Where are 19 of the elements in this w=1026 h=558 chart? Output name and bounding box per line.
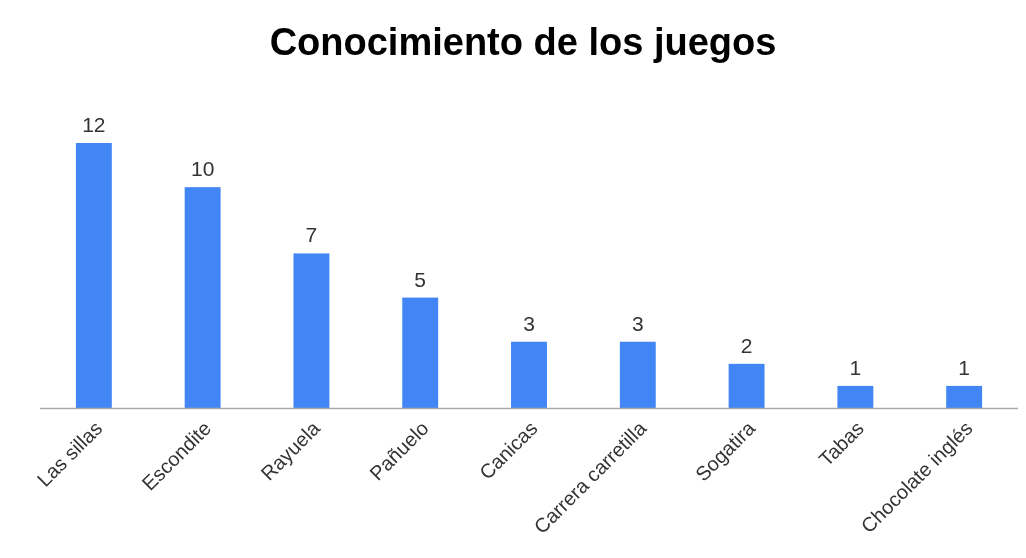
data-label: 7	[305, 223, 318, 247]
bar	[293, 253, 330, 408]
bar	[837, 385, 874, 408]
data-label: 1	[958, 355, 970, 379]
bar	[184, 187, 221, 408]
data-label: 3	[631, 311, 644, 335]
data-label: 12	[82, 113, 106, 136]
bar	[619, 341, 656, 408]
chart-title: Conocimiento de los juegos	[269, 21, 777, 63]
data-label: 10	[190, 157, 215, 181]
bar	[402, 297, 439, 408]
data-label: 5	[414, 267, 427, 291]
data-label: 1	[849, 355, 862, 379]
bar	[75, 143, 112, 408]
bar	[728, 363, 765, 408]
data-label: 3	[523, 311, 535, 335]
bar	[946, 385, 983, 408]
bar	[511, 341, 547, 408]
data-label: 2	[740, 333, 753, 357]
